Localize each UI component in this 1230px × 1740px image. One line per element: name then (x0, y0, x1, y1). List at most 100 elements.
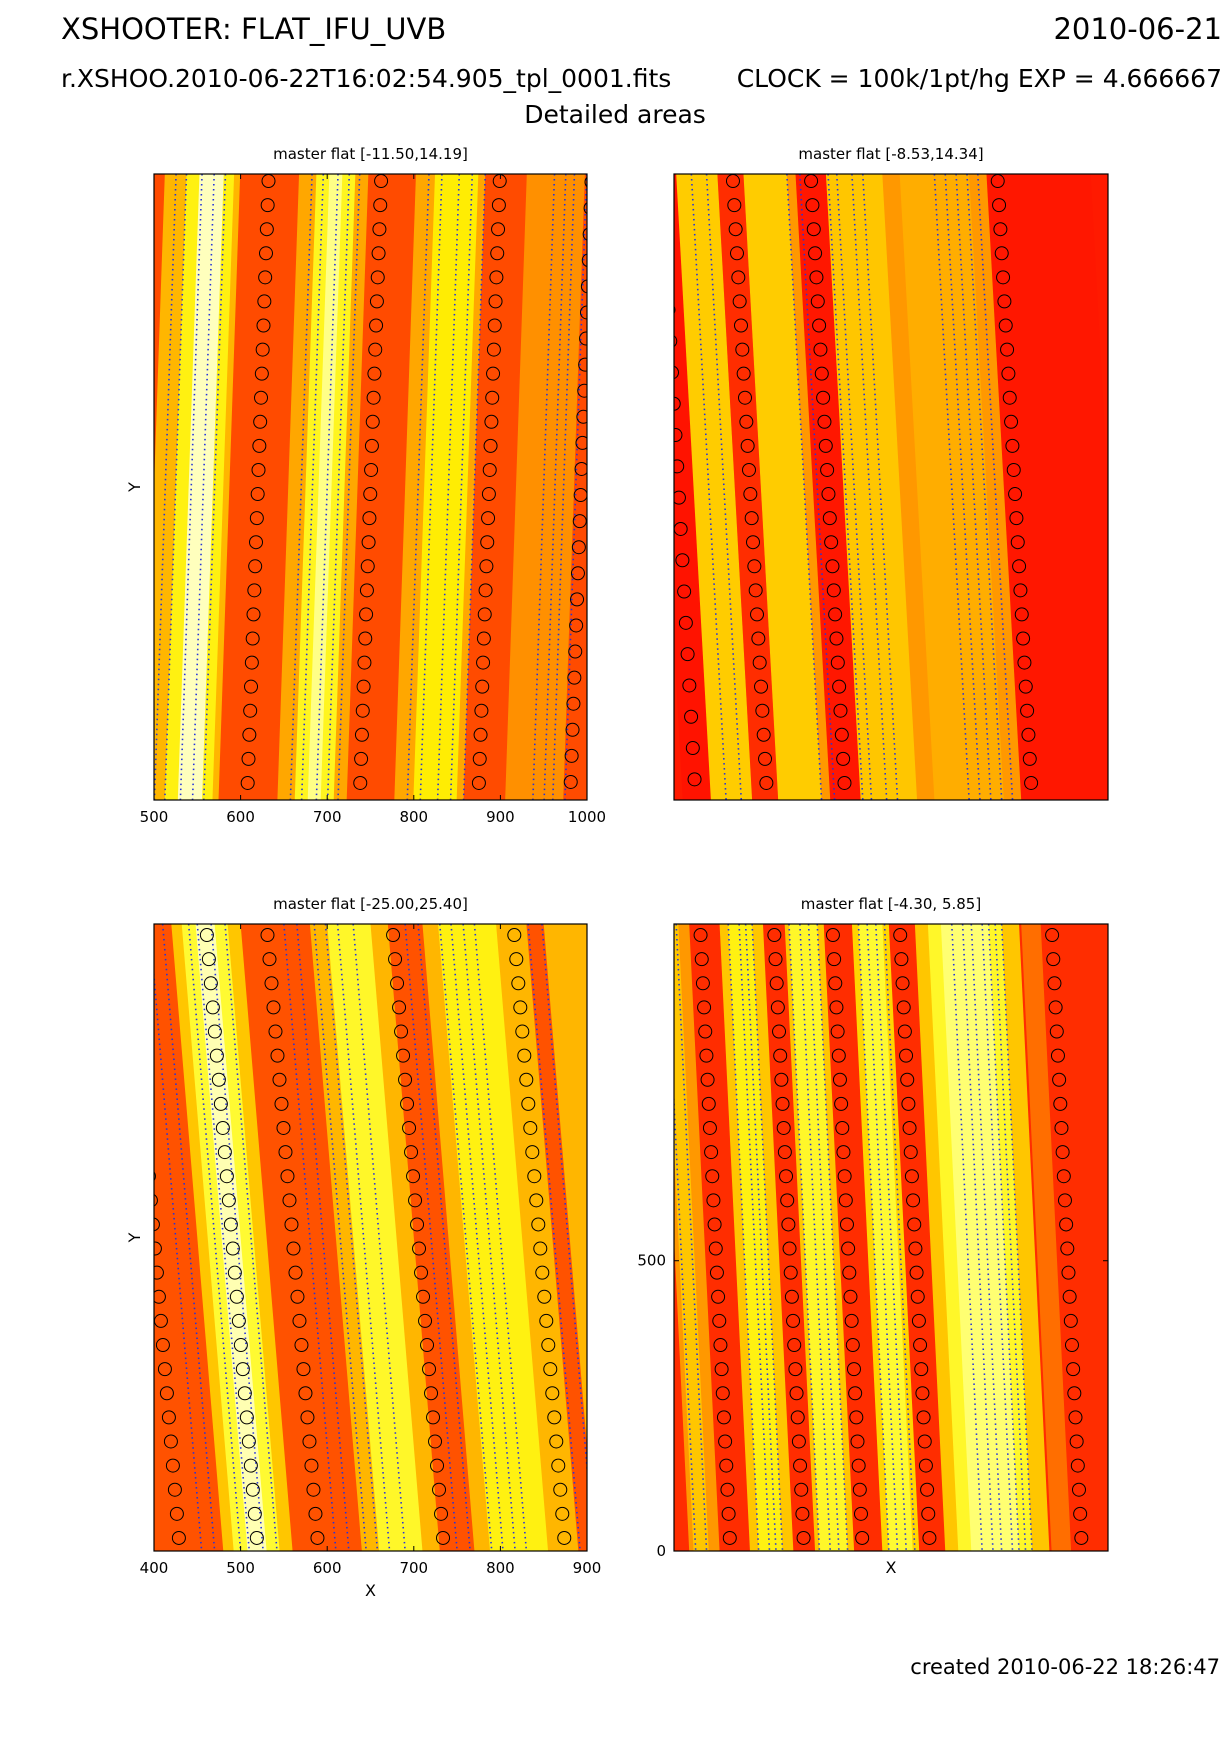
page-title: XSHOOTER: FLAT_IFU_UVB (61, 12, 447, 46)
trace-marker (201, 952, 216, 967)
trace-marker (680, 647, 695, 662)
trace-marker (154, 1194, 158, 1207)
trace-marker (244, 655, 259, 670)
trace-marker (822, 511, 837, 526)
trace-marker (1074, 1530, 1089, 1545)
trace-marker (776, 1120, 791, 1135)
x-axis-label: X (886, 1558, 897, 1577)
trace-marker (296, 1362, 311, 1377)
trace-marker (855, 1530, 870, 1545)
trace-marker (259, 246, 274, 261)
trace-marker (1018, 679, 1033, 694)
trace-marker (564, 748, 579, 763)
trace-marker (240, 775, 255, 790)
trace-marker (282, 1193, 297, 1208)
trace-marker (674, 305, 676, 315)
trace-marker (476, 631, 491, 646)
trace-marker (900, 1072, 915, 1087)
trace-marker (136, 1097, 149, 1110)
trace-marker (852, 1482, 867, 1497)
trace-marker (737, 390, 752, 405)
trace-marker (834, 1096, 849, 1111)
trace-marker (1010, 535, 1025, 550)
trace-marker (580, 279, 587, 294)
trace-marker (304, 1458, 319, 1473)
trace-marker (140, 1146, 153, 1159)
trace-marker (893, 928, 908, 943)
trace-marker (1060, 1241, 1075, 1256)
trace-marker (836, 751, 851, 766)
trace-marker (259, 222, 274, 237)
trace-marker (426, 1410, 441, 1425)
trace-marker (233, 1338, 248, 1353)
x-tick-label: 400 (140, 1559, 169, 1577)
trace-marker (416, 1289, 431, 1304)
trace-marker (906, 1193, 921, 1208)
trace-marker (537, 1289, 552, 1304)
trace-marker (829, 631, 844, 646)
trace-marker (682, 678, 697, 693)
trace-marker (572, 514, 587, 529)
trace-marker (1047, 976, 1062, 991)
intensity-band (505, 174, 585, 800)
trace-marker (733, 318, 748, 333)
trace-marker (1052, 1072, 1067, 1087)
trace-marker (812, 318, 827, 333)
trace-marker (685, 741, 700, 756)
trace-marker (1022, 751, 1037, 766)
trace-marker (1024, 775, 1039, 790)
trace-marker (674, 365, 679, 380)
trace-marker (684, 709, 699, 724)
trace-marker (693, 928, 708, 943)
y-axis-label: Y (125, 482, 144, 493)
trace-marker (213, 1096, 228, 1111)
trace-marker (278, 1145, 293, 1160)
trace-marker (488, 294, 503, 309)
trace-marker (368, 342, 383, 357)
trace-marker (849, 1410, 864, 1425)
trace-marker (678, 615, 693, 630)
trace-marker (154, 1241, 162, 1256)
trace-marker (357, 655, 372, 670)
trace-marker (365, 414, 380, 429)
trace-marker (363, 487, 378, 502)
trace-marker (566, 696, 581, 711)
trace-marker (843, 1289, 858, 1304)
trace-marker (742, 462, 757, 477)
trace-marker (751, 631, 766, 646)
trace-marker (563, 774, 578, 789)
trace-marker (541, 1338, 556, 1353)
trace-marker (221, 1193, 236, 1208)
trace-marker (155, 1338, 170, 1353)
trace-marker (294, 1338, 309, 1353)
trace-marker (731, 270, 746, 285)
trace-marker (511, 976, 526, 991)
trace-marker (850, 1434, 865, 1449)
trace-marker (719, 1458, 734, 1473)
trace-marker (126, 977, 139, 990)
trace-marker (784, 1289, 799, 1304)
x-tick-label: 500 (226, 1559, 255, 1577)
trace-marker (154, 1289, 166, 1304)
trace-marker (816, 390, 831, 405)
trace-marker (777, 1145, 792, 1160)
trace-marker (203, 976, 218, 991)
trace-marker (209, 1048, 224, 1063)
trace-marker (235, 1362, 250, 1377)
trace-marker (992, 198, 1007, 213)
trace-marker (519, 1072, 534, 1087)
trace-marker (159, 1386, 174, 1401)
trace-marker (523, 1120, 538, 1135)
trace-marker (366, 390, 381, 405)
trace-marker (674, 490, 686, 505)
intensity-band (743, 174, 822, 800)
trace-marker (272, 1072, 287, 1087)
trace-marker (574, 461, 587, 476)
intensity-band (674, 924, 709, 1551)
trace-marker (535, 1265, 550, 1280)
trace-marker (134, 1073, 147, 1086)
trace-marker (830, 1024, 845, 1039)
trace-marker (249, 511, 264, 526)
trace-marker (711, 1289, 726, 1304)
trace-marker (916, 1410, 931, 1425)
